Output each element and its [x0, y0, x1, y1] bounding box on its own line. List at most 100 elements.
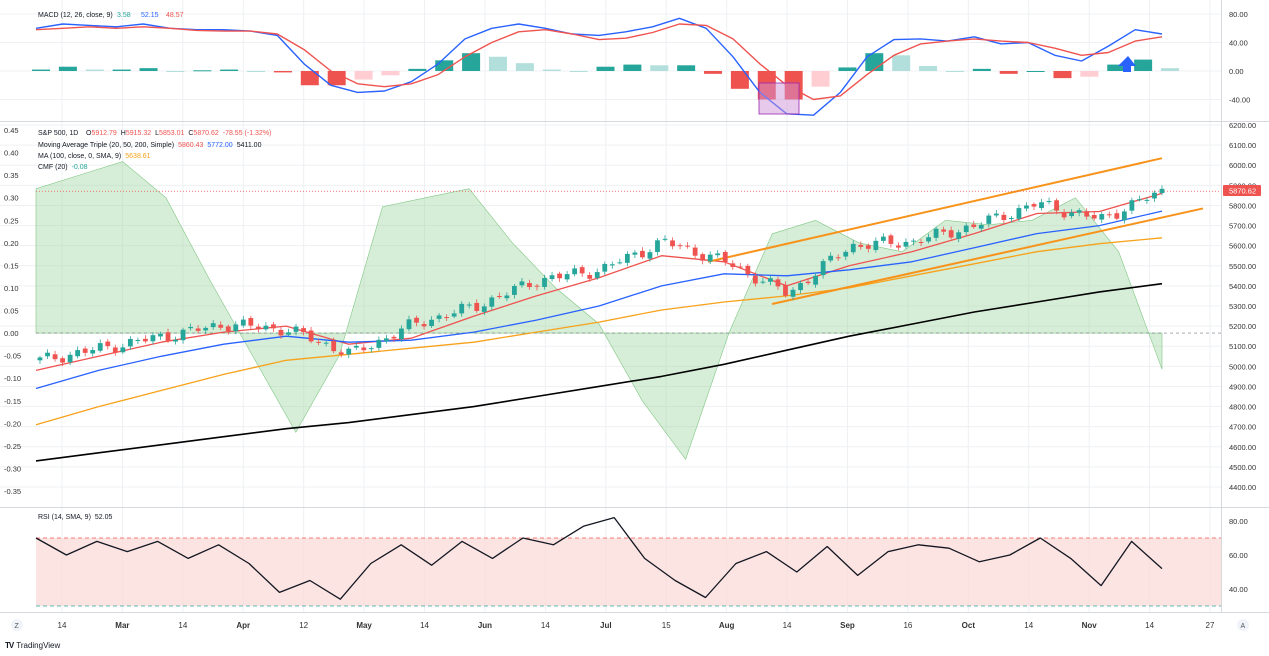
candle-body	[850, 243, 856, 253]
auto-scale-button[interactable]	[1237, 619, 1249, 631]
annotation-box	[758, 82, 800, 115]
candle-body	[700, 254, 706, 261]
candle-body	[677, 245, 683, 247]
auto-scale-label: A	[1241, 623, 1246, 630]
candle-body	[1024, 205, 1029, 209]
candle-body	[760, 281, 766, 283]
macd-line-value: 52.15	[141, 12, 159, 19]
candle-body	[542, 278, 547, 287]
candle-body	[301, 328, 306, 332]
trend-channel-lower	[771, 207, 1204, 305]
candle-body	[225, 326, 231, 332]
rsi-axis-label: 60.00	[1229, 551, 1248, 560]
candle-body	[429, 319, 434, 327]
candle-body	[858, 244, 864, 247]
cmf-axis-label: -0.15	[4, 397, 21, 406]
ma100-legend: MA (100, close, 0, SMA, 9) 5638.61	[38, 153, 151, 160]
price-axis-label: 6000.00	[1229, 161, 1256, 170]
price-axis-label: 4700.00	[1229, 423, 1256, 432]
macd-axis-label: 80.00	[1229, 10, 1248, 19]
rsi-pane[interactable]	[35, 516, 1221, 607]
candle-body	[918, 242, 924, 244]
candle-body	[783, 284, 788, 296]
candle-body	[346, 348, 352, 355]
candle-body	[1091, 214, 1097, 219]
macd-pane[interactable]	[32, 17, 1179, 116]
candle-body	[90, 350, 96, 354]
candle-body	[286, 332, 291, 335]
candle-body	[255, 326, 261, 330]
zoom-toggle-label: Z	[15, 623, 20, 630]
candle-body	[1129, 200, 1135, 211]
candle-body	[1152, 192, 1157, 199]
macd-histogram-bar	[972, 68, 991, 71]
candle-body	[451, 313, 457, 317]
macd-signal-value: 48.57	[166, 12, 184, 19]
cmf-axis-label: 0.10	[4, 284, 19, 293]
macd-histogram-bar	[354, 71, 373, 80]
x-axis-tick-label: 14	[58, 621, 67, 630]
candle-body	[233, 324, 239, 332]
moving-average-line	[35, 237, 1163, 426]
rsi-band	[36, 538, 1221, 606]
macd-histogram-bar	[569, 71, 588, 72]
macd-histogram-bar	[139, 68, 158, 71]
candle-body	[527, 282, 532, 288]
candle-body	[986, 215, 992, 224]
candle-body	[278, 329, 284, 336]
candle-body	[587, 274, 593, 279]
candle-body	[602, 263, 608, 272]
macd-histogram-bar	[327, 71, 346, 86]
moving-average-line	[35, 282, 1163, 462]
macd-histogram-bar	[32, 69, 50, 71]
macd-histogram-bar	[381, 71, 400, 76]
cmf-axis-label: 0.15	[4, 261, 19, 270]
moving-average-line	[35, 210, 1163, 390]
candle-body	[1054, 200, 1059, 211]
price-pane[interactable]	[35, 157, 1221, 462]
candle-body	[843, 251, 849, 257]
macd-histogram-bar	[704, 71, 723, 74]
candle-body	[120, 347, 126, 353]
candle-body	[293, 326, 299, 332]
macd-hist-value: 3.58	[117, 12, 131, 19]
rsi-legend: RSI (14, SMA, 9) 52.05	[38, 514, 113, 521]
cmf-axis-label: 0.05	[4, 307, 19, 316]
candle-body	[361, 347, 367, 351]
candle-body	[173, 339, 178, 342]
candle-body	[489, 297, 495, 307]
x-axis-tick-label: 14	[541, 621, 550, 630]
candle-body	[557, 273, 562, 279]
macd-histogram-bar	[730, 71, 749, 89]
candle-body	[1121, 211, 1127, 221]
candle-body	[1001, 214, 1007, 221]
ma-triple-legend: Moving Average Triple (20, 50, 200, Simp…	[38, 142, 262, 149]
candle-body	[82, 348, 88, 353]
zoom-toggle-button[interactable]	[11, 619, 23, 631]
candle-body	[399, 328, 404, 340]
candle-body	[1159, 188, 1165, 194]
price-axis-label: 4800.00	[1229, 403, 1256, 412]
candle-body	[127, 338, 133, 347]
macd-axis-label: 40.00	[1229, 39, 1248, 48]
candle-body	[933, 228, 939, 238]
ohlc-readout: O5912.79 H5915.32 L5853.01 C5870.62 -78.55 (…	[86, 130, 271, 137]
candle-body	[534, 285, 540, 287]
tradingview-brand[interactable]: TV TradingView	[5, 641, 60, 650]
macd-histogram-bar	[1134, 59, 1153, 71]
candle-body	[865, 245, 871, 249]
candle-body	[993, 213, 999, 216]
candle-body	[903, 241, 909, 247]
candle-body	[632, 252, 638, 255]
candle-body	[143, 338, 148, 342]
candle-body	[828, 255, 834, 261]
candle-body	[963, 225, 969, 233]
price-axis-label: 5300.00	[1229, 302, 1256, 311]
candle-body	[1039, 202, 1044, 209]
candle-body	[971, 224, 977, 228]
candle-body	[414, 317, 419, 323]
candle-body	[617, 262, 623, 264]
candle-body	[775, 279, 781, 287]
macd-histogram-bar	[1161, 68, 1179, 71]
